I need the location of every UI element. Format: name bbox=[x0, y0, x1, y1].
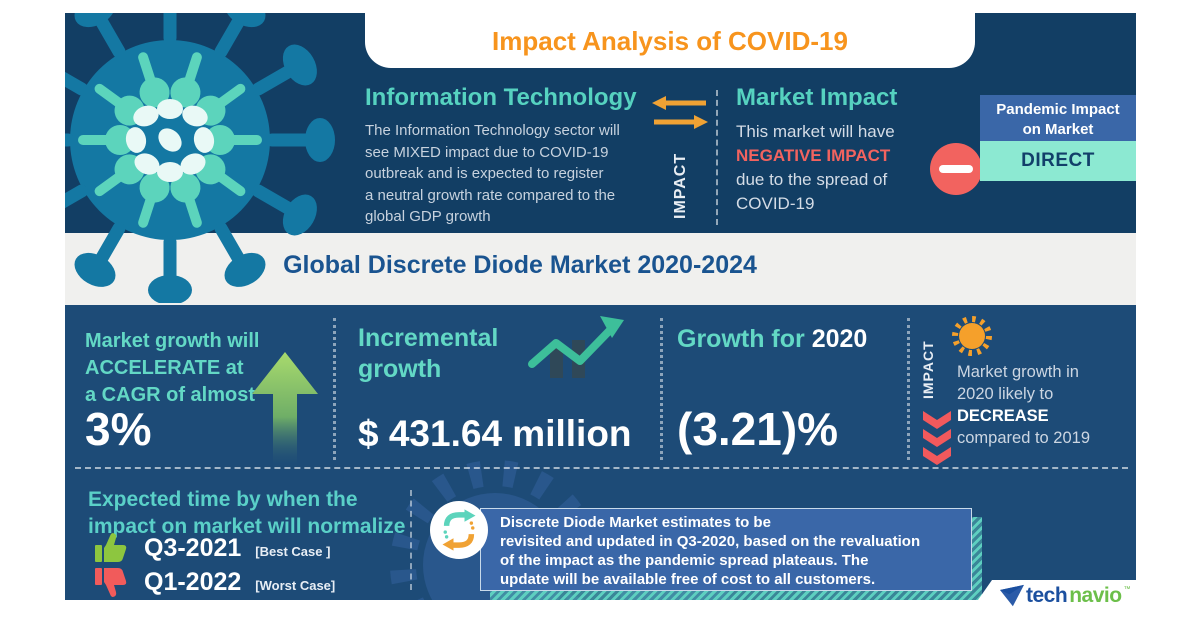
growth-2020-value: (3.21)% bbox=[677, 403, 839, 455]
thumbs-up-icon bbox=[95, 533, 127, 562]
sector-line: outbreak and is expected to register bbox=[365, 165, 604, 182]
worst-case-label: [Worst Case] bbox=[255, 577, 336, 593]
trend-up-icon bbox=[528, 316, 624, 378]
best-case-label: [Best Case ] bbox=[255, 543, 331, 559]
best-case-row: Q3-2021 [Best Case ] bbox=[94, 532, 330, 564]
sector-line: global GDP growth bbox=[365, 208, 491, 225]
cagr-statement: Market growth will ACCELERATE at a CAGR … bbox=[85, 330, 260, 406]
growth-year: 2020 bbox=[811, 325, 868, 353]
decrease-text: DECREASE bbox=[957, 407, 1049, 425]
vertical-divider bbox=[716, 90, 718, 225]
negative-impact-text: NEGATIVE IMPACT bbox=[736, 146, 891, 165]
impact-2020-text: Market growth in 2020 likely to DECREASE… bbox=[957, 363, 1091, 447]
worst-case-value: Q1-2022 bbox=[144, 567, 242, 596]
note-text: Discrete Diode Market estimates to be re… bbox=[500, 514, 921, 588]
best-case-value: Q3-2021 bbox=[144, 533, 242, 562]
sector-heading: Information Technology bbox=[365, 84, 637, 111]
sector-line: The Information Technology sector will bbox=[365, 122, 620, 139]
up-arrow-icon bbox=[252, 352, 318, 470]
normalize-heading: Expected time by when the impact on mark… bbox=[88, 488, 406, 538]
column-divider bbox=[660, 318, 663, 460]
market-impact-line: This market will have bbox=[736, 122, 895, 141]
worst-case-row: Q1-2022 [Worst Case] bbox=[94, 566, 335, 598]
column-divider bbox=[907, 318, 910, 460]
impact-vertical-label: IMPACT bbox=[672, 152, 689, 220]
growth-2020-heading: Growth for 2020 bbox=[677, 325, 868, 353]
market-impact-text: This market will have NEGATIVE IMPACT du… bbox=[736, 120, 895, 216]
refresh-icon bbox=[430, 501, 488, 559]
sector-line: see MIXED impact due to COVID-19 bbox=[365, 143, 609, 161]
market-impact-heading: Market Impact bbox=[736, 84, 898, 111]
incremental-growth-heading: Incremental growth bbox=[358, 324, 499, 383]
column-divider bbox=[333, 318, 336, 460]
sector-description: The Information Technology sector will s… bbox=[365, 120, 620, 228]
vertical-divider bbox=[410, 490, 412, 590]
note-box bbox=[480, 508, 972, 591]
swap-arrows-icon bbox=[652, 96, 708, 129]
header-banner: Impact Analysis of COVID-19 bbox=[365, 13, 975, 68]
no-entry-icon bbox=[930, 143, 982, 195]
pandemic-impact-badge-title: Pandemic Impact on Market bbox=[980, 95, 1136, 141]
cagr-value: 3% bbox=[85, 403, 152, 455]
virus-illustration-icon bbox=[65, 13, 335, 303]
chevrons-down-icon bbox=[923, 411, 951, 465]
technavio-plane-icon bbox=[1000, 584, 1024, 607]
incremental-growth-value: $ 431.64 million bbox=[358, 413, 632, 454]
market-impact-line: due to the spread of bbox=[736, 170, 888, 189]
pandemic-impact-badge-value: DIRECT bbox=[980, 141, 1136, 181]
thumbs-down-icon bbox=[95, 568, 127, 597]
page-title: Impact Analysis of COVID-19 bbox=[492, 26, 848, 56]
horizontal-divider bbox=[75, 467, 1128, 469]
sun-virus-icon bbox=[952, 316, 992, 356]
market-impact-line: COVID-19 bbox=[736, 194, 815, 213]
impact-vertical-label: IMPACT bbox=[920, 340, 936, 400]
sector-line: a neutral growth rate compared to the bbox=[365, 186, 616, 204]
market-title: Global Discrete Diode Market 2020-2024 bbox=[283, 251, 757, 279]
technavio-logo: tech navio ™ bbox=[1000, 584, 1131, 608]
